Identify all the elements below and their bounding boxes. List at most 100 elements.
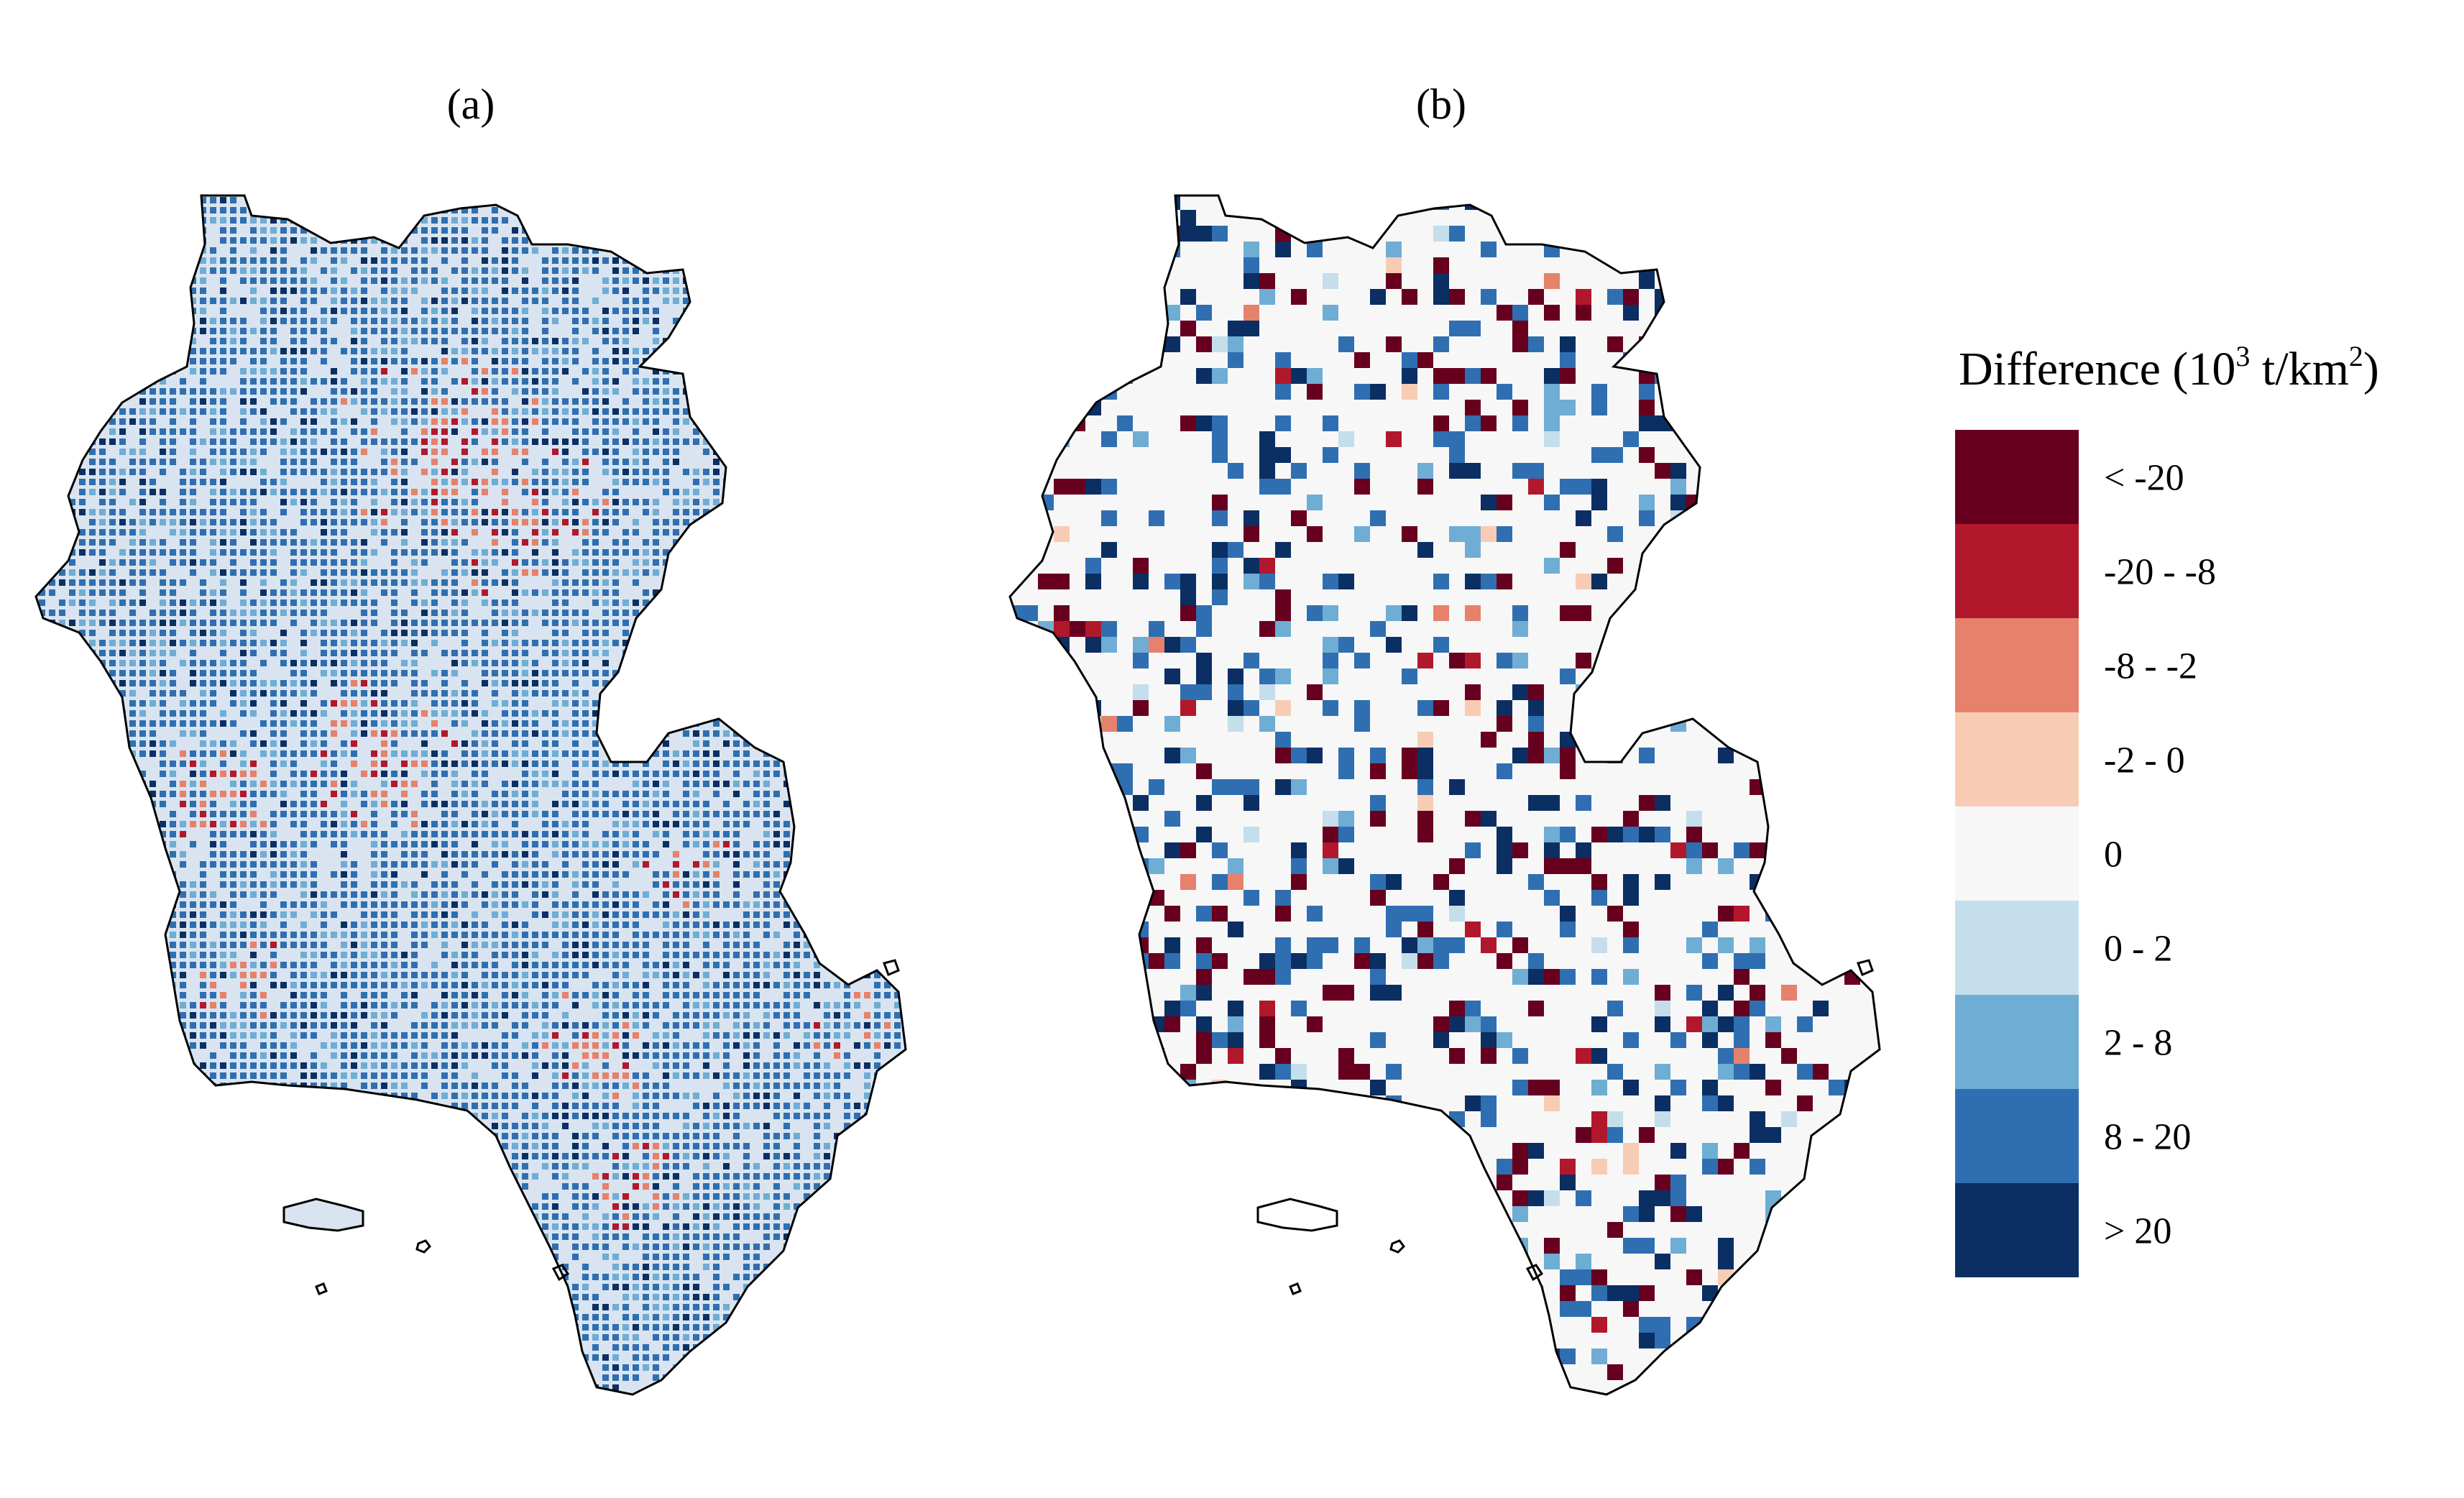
raster-cell — [200, 690, 206, 697]
raster-cell — [492, 378, 498, 385]
raster-cell — [844, 640, 850, 646]
raster-cell — [532, 489, 538, 495]
raster-cell — [160, 740, 166, 747]
raster-cell — [160, 710, 166, 717]
raster-cell — [240, 257, 247, 264]
raster-cell — [59, 328, 65, 334]
raster-cell — [59, 801, 65, 807]
raster-cell — [99, 489, 106, 495]
raster-cell — [421, 771, 428, 777]
raster-cell — [894, 680, 901, 686]
raster-cell — [663, 237, 669, 244]
raster-cell — [109, 710, 116, 717]
raster-cell — [421, 277, 428, 284]
raster-cell — [170, 298, 176, 304]
raster-cell — [89, 610, 96, 616]
raster-cell — [582, 831, 589, 837]
raster-cell — [89, 700, 96, 707]
raster-cell — [109, 257, 116, 264]
raster-cell — [824, 328, 830, 334]
raster-cell — [461, 690, 468, 697]
raster-cell — [210, 388, 216, 395]
raster-cell — [472, 801, 478, 807]
raster-cell — [472, 499, 478, 505]
raster-cell — [461, 680, 468, 686]
raster-cell — [311, 217, 317, 224]
raster-cell — [643, 791, 649, 797]
raster-cell — [733, 539, 740, 546]
raster-cell — [109, 761, 116, 767]
raster-cell — [150, 277, 156, 284]
raster-cell — [602, 599, 609, 606]
raster-cell — [311, 348, 317, 354]
raster-cell — [482, 740, 488, 747]
raster-cell — [461, 257, 468, 264]
raster-cell — [280, 489, 287, 495]
raster-cell — [824, 529, 830, 536]
raster-cell — [542, 438, 548, 445]
raster-cell — [703, 469, 709, 475]
raster-cell — [331, 469, 337, 475]
raster-cell — [351, 469, 357, 475]
raster-cell — [109, 227, 116, 234]
raster-cell — [472, 740, 478, 747]
raster-cell — [351, 861, 357, 868]
raster-cell — [763, 811, 770, 817]
raster-cell — [824, 690, 830, 697]
raster-cell — [280, 217, 287, 224]
raster-cell — [139, 267, 146, 274]
raster-cell — [512, 750, 518, 757]
raster-cell — [220, 861, 226, 868]
raster-cell — [643, 821, 649, 827]
raster-cell — [49, 298, 55, 304]
raster-cell — [472, 438, 478, 445]
raster-cell — [270, 257, 277, 264]
raster-cell — [492, 207, 498, 213]
raster-cell — [109, 388, 116, 395]
raster-cell — [612, 730, 619, 737]
raster-cell — [622, 761, 629, 767]
raster-cell — [280, 398, 287, 405]
raster-cell — [331, 267, 337, 274]
raster-cell — [894, 771, 901, 777]
raster-cell — [512, 358, 518, 364]
raster-cell — [532, 438, 538, 445]
raster-cell — [824, 680, 830, 686]
raster-cell — [713, 670, 720, 676]
raster-cell — [39, 761, 45, 767]
raster-cell — [904, 529, 906, 536]
raster-cell — [814, 690, 820, 697]
raster-cell — [59, 740, 65, 747]
raster-cell — [522, 388, 528, 395]
raster-cell — [99, 267, 106, 274]
raster-cell — [703, 881, 709, 888]
raster-cell — [461, 861, 468, 868]
raster-cell — [743, 348, 750, 354]
raster-cell — [119, 861, 126, 868]
raster-cell — [300, 298, 307, 304]
raster-cell — [763, 529, 770, 536]
raster-cell — [129, 529, 136, 536]
raster-cell — [150, 358, 156, 364]
raster-cell — [653, 449, 659, 455]
raster-cell — [542, 257, 548, 264]
raster-cell — [331, 660, 337, 666]
raster-cell — [733, 499, 740, 505]
raster-cell — [824, 338, 830, 344]
raster-cell — [472, 267, 478, 274]
raster-cell — [794, 781, 800, 787]
raster-cell — [180, 489, 186, 495]
raster-cell — [874, 459, 881, 465]
raster-cell — [824, 388, 830, 395]
raster-cell — [492, 509, 498, 515]
raster-cell — [522, 328, 528, 334]
raster-cell — [381, 831, 387, 837]
raster-cell — [240, 610, 247, 616]
raster-cell — [713, 589, 720, 596]
raster-cell — [612, 328, 619, 334]
raster-cell — [633, 378, 639, 385]
raster-cell — [180, 348, 186, 354]
raster-cell — [733, 288, 740, 294]
raster-cell — [220, 811, 226, 817]
raster-cell — [532, 469, 538, 475]
